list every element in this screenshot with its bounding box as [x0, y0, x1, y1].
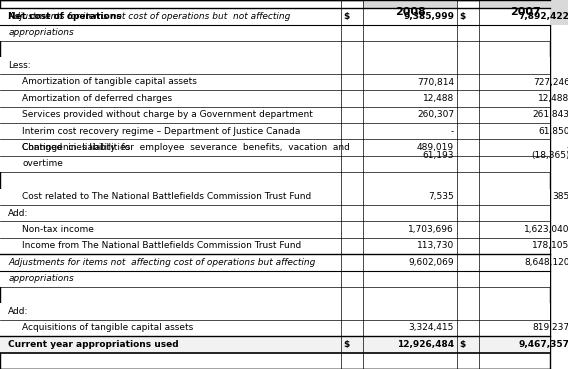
Text: 1,703,696: 1,703,696 — [408, 225, 454, 234]
Bar — [364, 0, 457, 25]
Text: 12,488: 12,488 — [538, 94, 568, 103]
Text: Non-tax income: Non-tax income — [22, 225, 94, 234]
Text: 61,193: 61,193 — [423, 151, 454, 160]
Text: Acquisitions of tangible capital assets: Acquisitions of tangible capital assets — [22, 324, 193, 332]
Text: Income from The National Battlefields Commission Trust Fund: Income from The National Battlefields Co… — [22, 241, 301, 251]
Text: 2007: 2007 — [510, 7, 541, 17]
Bar — [0, 8, 550, 25]
Text: Net cost of operations: Net cost of operations — [9, 12, 122, 21]
Text: 9,602,069: 9,602,069 — [408, 258, 454, 267]
Text: 385: 385 — [553, 192, 568, 201]
Text: 727,246: 727,246 — [533, 77, 568, 86]
Bar — [0, 123, 550, 139]
Text: Amortization of tangible capital assets: Amortization of tangible capital assets — [22, 77, 197, 86]
Bar — [0, 336, 550, 353]
Text: 9,467,357: 9,467,357 — [519, 340, 568, 349]
Text: Add:: Add: — [9, 307, 28, 316]
Text: (18,365): (18,365) — [531, 151, 568, 160]
Text: Amortization of deferred charges: Amortization of deferred charges — [22, 94, 172, 103]
Bar — [0, 58, 550, 74]
Bar — [0, 303, 550, 320]
Text: appropriations: appropriations — [9, 28, 74, 37]
Bar — [0, 107, 550, 123]
Text: 113,730: 113,730 — [417, 241, 454, 251]
Bar — [0, 8, 550, 41]
Bar — [0, 221, 550, 238]
Text: 1,623,040: 1,623,040 — [524, 225, 568, 234]
Text: Adjustments for items not  affecting cost of operations but affecting: Adjustments for items not affecting cost… — [9, 258, 316, 267]
Text: 489,019: 489,019 — [417, 143, 454, 152]
Text: Changed  in  liability  for  employee  severance  benefits,  vacation  and: Changed in liability for employee severa… — [22, 143, 350, 152]
Text: $: $ — [459, 12, 465, 21]
Bar — [0, 320, 550, 336]
Bar — [0, 254, 550, 287]
Text: 7,892,422: 7,892,422 — [519, 12, 568, 21]
Text: 3,324,415: 3,324,415 — [409, 324, 454, 332]
Text: Less:: Less: — [9, 61, 31, 70]
Text: Current year appropriations used: Current year appropriations used — [9, 340, 179, 349]
Text: 260,307: 260,307 — [417, 110, 454, 119]
Text: 7,535: 7,535 — [428, 192, 454, 201]
Text: Interim cost recovery regime – Department of Justice Canada: Interim cost recovery regime – Departmen… — [22, 127, 300, 136]
Text: 770,814: 770,814 — [417, 77, 454, 86]
Text: 261,843: 261,843 — [533, 110, 568, 119]
Bar — [479, 0, 568, 25]
Text: 12,488: 12,488 — [423, 94, 454, 103]
Text: Services provided without charge by a Government department: Services provided without charge by a Go… — [22, 110, 313, 119]
Bar — [0, 90, 550, 107]
Text: -: - — [566, 143, 568, 152]
Text: 12,926,484: 12,926,484 — [397, 340, 454, 349]
Text: $: $ — [344, 340, 350, 349]
Text: overtime: overtime — [22, 159, 63, 169]
Bar — [0, 238, 550, 254]
Text: 9,385,999: 9,385,999 — [403, 12, 454, 21]
Text: Add:: Add: — [9, 209, 28, 218]
Bar — [0, 189, 550, 205]
Text: 61,850: 61,850 — [538, 127, 568, 136]
Text: $: $ — [344, 12, 350, 21]
Text: $: $ — [459, 340, 465, 349]
Text: 2008: 2008 — [395, 7, 425, 17]
Bar — [0, 254, 550, 270]
Bar — [0, 139, 550, 172]
Text: Contingencies liabilities: Contingencies liabilities — [22, 143, 130, 152]
Text: Adjustments for items net cost of operations but  not affecting: Adjustments for items net cost of operat… — [9, 12, 291, 21]
Text: 819,237: 819,237 — [533, 324, 568, 332]
Bar — [0, 205, 550, 221]
Bar — [0, 74, 550, 90]
Text: -: - — [451, 127, 454, 136]
Text: Cost related to The National Battlefields Commission Trust Fund: Cost related to The National Battlefield… — [22, 192, 311, 201]
Text: 8,648,120: 8,648,120 — [524, 258, 568, 267]
Text: 178,105: 178,105 — [532, 241, 568, 251]
Bar — [0, 139, 550, 156]
Text: appropriations: appropriations — [9, 274, 74, 283]
